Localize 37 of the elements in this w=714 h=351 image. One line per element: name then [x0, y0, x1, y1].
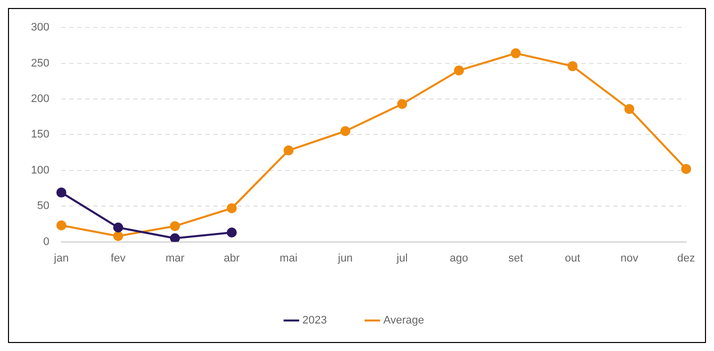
x-tick-label: jul: [396, 252, 408, 264]
x-tick-label: jun: [337, 252, 353, 264]
point: [624, 104, 634, 114]
point: [340, 126, 350, 136]
point: [454, 65, 464, 76]
x-tick-label: abr: [224, 252, 240, 264]
y-tick-label: 250: [30, 57, 50, 70]
point: [681, 164, 692, 174]
y-tick-label: 150: [30, 128, 50, 141]
x-tick-label: ago: [450, 252, 468, 264]
point: [226, 203, 237, 214]
x-tick-label: mar: [165, 252, 185, 264]
point: [397, 99, 408, 109]
y-tick-label: 100: [30, 164, 50, 176]
x-tick-label: nov: [620, 252, 639, 264]
point: [56, 220, 66, 230]
x-tick-label: out: [564, 252, 580, 264]
x-tick-label: dez: [677, 252, 696, 264]
y-tick-label: 300: [30, 22, 50, 34]
point: [113, 231, 124, 242]
point: [510, 48, 521, 58]
x-tick-label: mai: [280, 252, 298, 264]
x-tick-label: fev: [110, 252, 126, 264]
point: [170, 233, 180, 242]
point: [568, 61, 578, 72]
y-tick-label: 0: [43, 236, 50, 248]
legend-label: 2023: [302, 314, 327, 327]
point: [284, 145, 294, 156]
point: [226, 228, 237, 238]
x-tick-label: set: [508, 252, 524, 264]
y-tick-label: 200: [30, 93, 50, 106]
point: [170, 221, 180, 232]
x-tick-label: jan: [53, 252, 69, 264]
point: [56, 188, 66, 198]
y-tick-label: 50: [37, 200, 50, 212]
point: [113, 222, 124, 233]
legend-label: Average: [383, 314, 424, 327]
